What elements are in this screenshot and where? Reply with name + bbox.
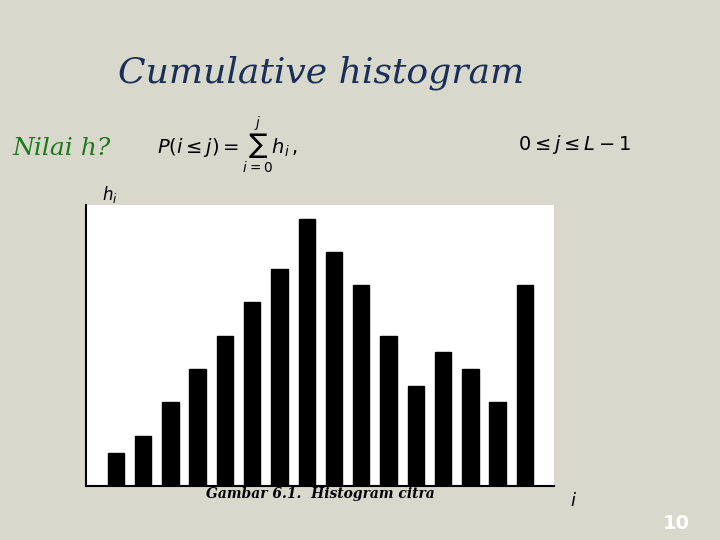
Text: $P(i \leq j) = \sum_{i=0}^{j} h_i\,,$: $P(i \leq j) = \sum_{i=0}^{j} h_i\,,$ (157, 114, 297, 176)
Bar (189, 369, 206, 486)
Text: Nilai h?: Nilai h? (13, 137, 111, 160)
Bar (108, 453, 124, 486)
Bar (135, 436, 151, 486)
Bar (271, 269, 288, 486)
Bar (435, 352, 451, 486)
Text: $h_i$: $h_i$ (102, 184, 118, 205)
Bar (408, 386, 424, 486)
Text: Cumulative histogram: Cumulative histogram (118, 56, 524, 90)
Bar (326, 252, 342, 486)
Bar (490, 402, 506, 486)
Bar (244, 302, 261, 486)
Text: Gambar 6.1.  Histogram citra: Gambar 6.1. Histogram citra (206, 487, 435, 501)
Bar (462, 369, 479, 486)
Bar (217, 335, 233, 486)
Bar (380, 335, 397, 486)
Bar (162, 402, 179, 486)
Bar (517, 286, 533, 486)
Text: 10: 10 (663, 514, 690, 534)
Bar (299, 219, 315, 486)
Text: $0 \leq j \leq L-1$: $0 \leq j \leq L-1$ (518, 133, 631, 157)
Bar (353, 286, 369, 486)
X-axis label: i: i (571, 491, 575, 510)
